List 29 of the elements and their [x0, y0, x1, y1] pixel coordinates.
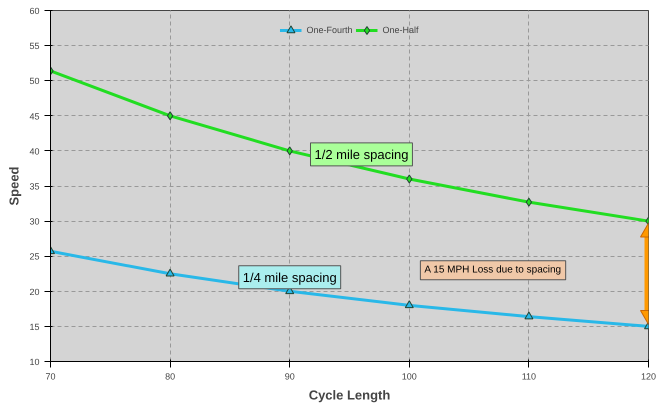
annotation: 1/2 mile spacing	[314, 146, 408, 162]
x-tick-label: 100	[402, 372, 417, 382]
y-axis-title: Speed	[6, 166, 22, 206]
y-tick-label: 60	[29, 6, 40, 16]
annotation: 1/4 mile spacing	[242, 270, 337, 285]
x-tick-label: 110	[522, 372, 536, 382]
point	[526, 198, 532, 207]
y-tick-label: 10	[29, 357, 40, 367]
annotation: A 15 MPH Loss due to spacing	[424, 264, 562, 276]
x-tick-label: 90	[284, 372, 295, 382]
y-tick-label: 55	[29, 41, 40, 52]
y-tick-label: 20	[29, 286, 40, 297]
point	[404, 300, 414, 308]
point	[524, 311, 534, 320]
legend-label: One-Fourth	[306, 25, 353, 35]
point	[166, 268, 175, 277]
y-tick-label: 50	[29, 76, 40, 86]
x-tick-label: 70	[45, 372, 56, 382]
legend-label: One-Half	[382, 25, 419, 35]
x-tick-label: 80	[165, 372, 176, 382]
point	[166, 111, 174, 120]
x-axis-title: Cycle Length	[308, 388, 390, 402]
y-tick-label: 25	[29, 252, 40, 262]
x-tick-label: 120	[640, 372, 656, 382]
y-tick-label: 30	[29, 216, 40, 227]
y-tick-label: 40	[29, 146, 40, 156]
y-tick-label: 35	[29, 182, 40, 192]
y-tick-label: 15	[29, 322, 40, 332]
y-tick-label: 45	[29, 111, 40, 122]
